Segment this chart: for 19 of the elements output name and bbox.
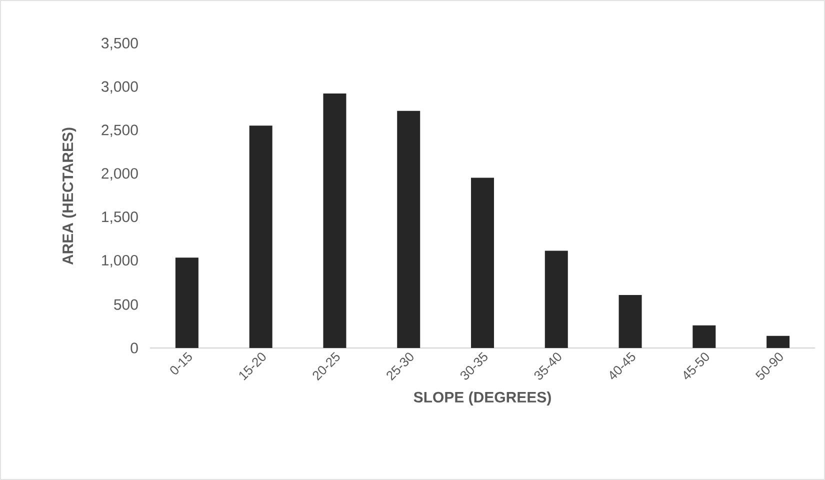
x-axis-title: SLOPE (DEGREES): [414, 391, 551, 406]
bar: [544, 250, 568, 348]
bar: [766, 336, 790, 348]
bar: [471, 178, 494, 348]
bar: [175, 258, 198, 348]
y-tick-label: 3,000: [101, 81, 138, 94]
y-tick-label: 1,500: [102, 212, 138, 224]
y-tick-label: 0: [130, 342, 138, 354]
bar: [692, 325, 716, 348]
y-tick-label: 3,500: [101, 38, 138, 50]
y-axis-title: AREA (HECTARES): [62, 128, 76, 265]
bar: [618, 295, 642, 348]
bar: [323, 94, 346, 348]
y-tick-label: 2,000: [102, 168, 138, 180]
y-tick-label: 1,000: [102, 254, 138, 268]
bar: [249, 126, 272, 348]
bar: [397, 110, 420, 348]
y-tick-label: 2,500: [102, 124, 138, 138]
y-tick-label: 500: [114, 299, 138, 310]
